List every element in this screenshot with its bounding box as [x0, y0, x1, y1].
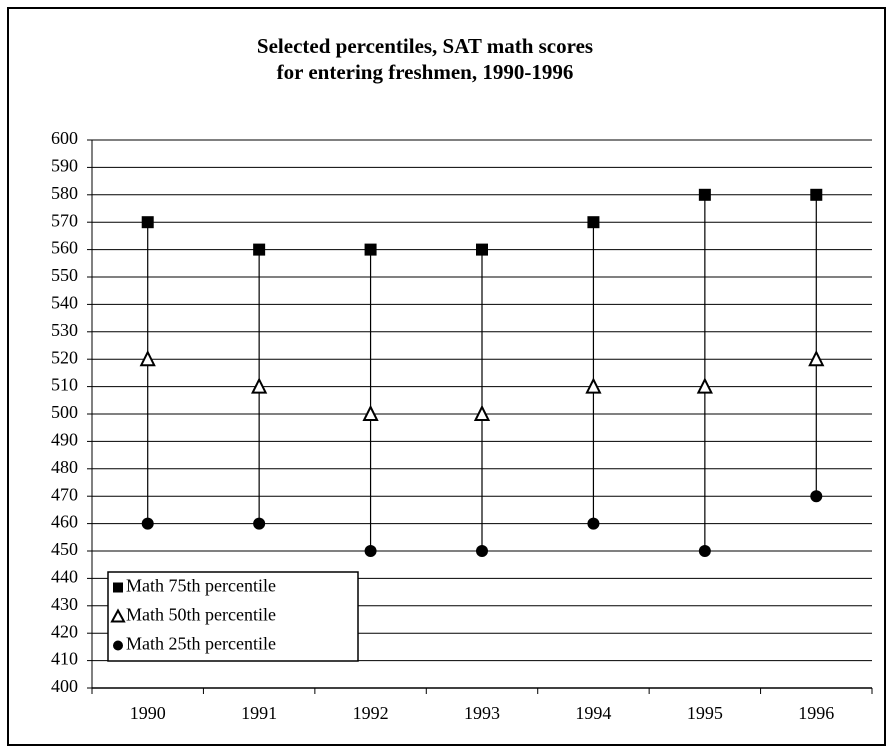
legend-box: [107, 571, 359, 662]
legend-symbol: [113, 640, 123, 651]
x-tick-label: 1991: [241, 703, 277, 723]
legend-label: Math 50th percentile: [126, 605, 276, 625]
marker-circle: [253, 517, 266, 530]
marker-triangle: [696, 377, 713, 394]
marker-circle: [587, 517, 600, 530]
marker-triangle: [473, 404, 491, 421]
y-tick-label: 530: [51, 320, 78, 340]
y-tick-label: 460: [51, 512, 78, 532]
y-tick-label: 590: [51, 156, 78, 176]
y-tick-label: 430: [51, 594, 78, 614]
y-tick-label: 520: [51, 347, 78, 367]
y-tick-label: 440: [51, 567, 78, 587]
x-tick-label: 1993: [464, 703, 500, 723]
marker-triangle: [251, 377, 268, 394]
x-tick-label: 1992: [353, 703, 389, 723]
legend-symbol: [113, 582, 123, 593]
x-tick-label: 1990: [130, 703, 166, 723]
marker-square: [698, 188, 711, 201]
y-tick-label: 420: [51, 621, 78, 641]
y-tick-label: 510: [51, 375, 78, 395]
y-tick-label: 560: [51, 238, 78, 258]
marker-square: [587, 216, 600, 229]
marker-triangle: [362, 404, 379, 421]
chart-title: for entering freshmen, 1990-1996: [277, 60, 574, 84]
y-tick-label: 550: [51, 265, 78, 285]
y-tick-label: 480: [51, 457, 78, 477]
legend-entry: Math 75th percentile: [113, 576, 276, 596]
x-tick-label: 1996: [798, 703, 834, 723]
legend-label: Math 75th percentile: [126, 576, 276, 596]
y-tick-label: 400: [51, 676, 78, 696]
chart-title: Selected percentiles, SAT math scores: [257, 34, 593, 58]
marker-square: [810, 188, 823, 201]
marker-square: [141, 216, 154, 229]
legend-entry: Math 25th percentile: [113, 634, 276, 654]
marker-square: [253, 243, 266, 256]
marker-circle: [364, 545, 377, 557]
legend-symbol: [110, 608, 126, 623]
marker-circle: [141, 517, 154, 530]
legend-label: Math 25th percentile: [126, 634, 276, 654]
marker-triangle: [139, 349, 156, 367]
x-tick-label: 1994: [575, 703, 611, 723]
legend-entry: Math 50th percentile: [110, 605, 276, 625]
marker-triangle: [585, 377, 602, 394]
y-tick-label: 570: [51, 210, 78, 230]
y-tick-label: 500: [51, 402, 78, 422]
y-tick-label: 450: [51, 539, 78, 559]
marker-circle: [476, 545, 488, 557]
marker-circle: [698, 545, 711, 557]
marker-circle: [810, 490, 823, 503]
marker-square: [476, 243, 488, 256]
marker-triangle: [808, 349, 825, 367]
y-tick-label: 540: [51, 293, 78, 313]
y-tick-label: 580: [51, 183, 78, 203]
y-tick-label: 410: [51, 649, 78, 669]
y-tick-label: 470: [51, 484, 78, 504]
y-tick-label: 490: [51, 430, 78, 450]
x-tick-label: 1995: [687, 703, 723, 723]
y-tick-label: 600: [51, 128, 78, 148]
marker-square: [364, 243, 377, 256]
